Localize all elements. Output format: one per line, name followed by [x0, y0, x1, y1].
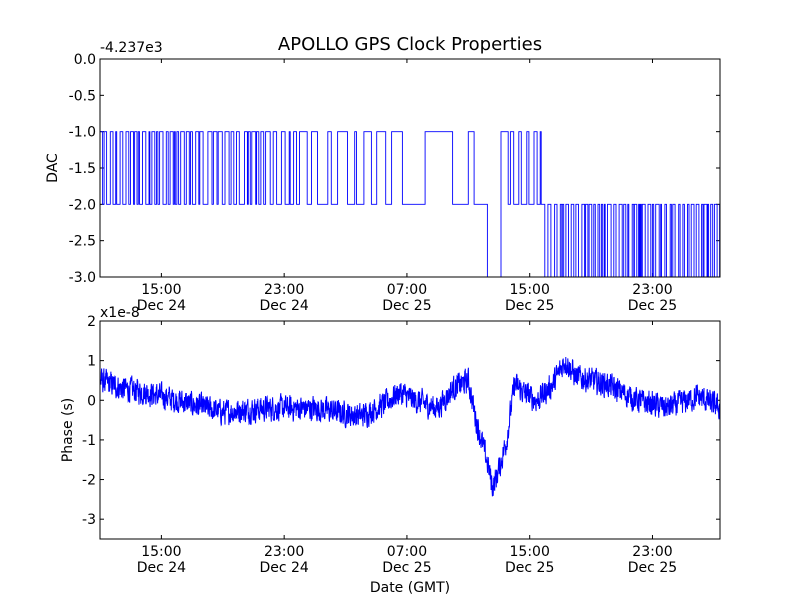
y-tick-label: 0: [87, 393, 96, 409]
x-tick-date-label: Dec 24: [259, 560, 308, 576]
phase-offset-label: x1e-8: [100, 305, 140, 321]
x-tick-time-label: 07:00: [387, 544, 427, 560]
y-tick-label: 0.0: [74, 52, 96, 68]
dac-series-line: [100, 131, 721, 278]
y-tick-label: -2.5: [69, 234, 96, 250]
x-tick-time-label: 23:00: [632, 282, 672, 298]
x-tick-time-label: 15:00: [510, 544, 550, 560]
x-tick-time-label: 23:00: [264, 282, 304, 298]
x-tick-time-label: 15:00: [510, 282, 550, 298]
x-tick-date-label: Dec 25: [505, 560, 554, 576]
dac-offset-label: -4.237e3: [100, 40, 163, 56]
dac-panel: -4.237e3 DAC 0.0 -0.5 -1.0 -1.5 -2.0 -2.5 -3.0…: [45, 40, 721, 314]
x-tick-time-label: 23:00: [632, 544, 672, 560]
y-tick-label: -1: [82, 433, 96, 449]
phase-y-axis-label: Phase (s): [60, 398, 76, 462]
chart-title: APOLLO GPS Clock Properties: [278, 34, 542, 55]
y-tick-label: -2: [82, 473, 96, 489]
x-tick-date-label: Dec 24: [137, 560, 186, 576]
x-tick-time-label: 07:00: [387, 282, 427, 298]
y-tick-label: -1.5: [69, 161, 96, 177]
x-tick-date-label: Dec 25: [628, 298, 677, 314]
y-tick-label: -3.0: [69, 270, 96, 286]
x-tick-date-label: Dec 24: [137, 298, 186, 314]
x-tick-date-label: Dec 24: [259, 298, 308, 314]
x-tick-time-label: 15:00: [141, 544, 181, 560]
phase-ticks: [100, 320, 720, 539]
x-tick-time-label: 23:00: [264, 544, 304, 560]
x-tick-time-label: 15:00: [141, 282, 181, 298]
x-tick-date-label: Dec 25: [382, 560, 431, 576]
y-tick-label: 1: [87, 354, 96, 370]
y-tick-label: 2: [87, 314, 96, 330]
x-tick-date-label: Dec 25: [628, 560, 677, 576]
dac-ticks: [100, 58, 720, 278]
phase-plot-frame: [99, 320, 721, 540]
date-x-axis-label: Date (GMT): [370, 580, 450, 596]
y-tick-label: -3: [82, 512, 96, 528]
phase-series-line: [99, 356, 721, 497]
dac-plot-frame: [99, 58, 721, 278]
y-tick-label: -2.0: [69, 197, 96, 213]
x-tick-date-label: Dec 25: [382, 298, 431, 314]
y-tick-label: -0.5: [69, 88, 96, 104]
y-tick-label: -1.0: [69, 125, 96, 141]
x-tick-date-label: Dec 25: [505, 298, 554, 314]
dac-y-axis-label: DAC: [45, 153, 61, 183]
